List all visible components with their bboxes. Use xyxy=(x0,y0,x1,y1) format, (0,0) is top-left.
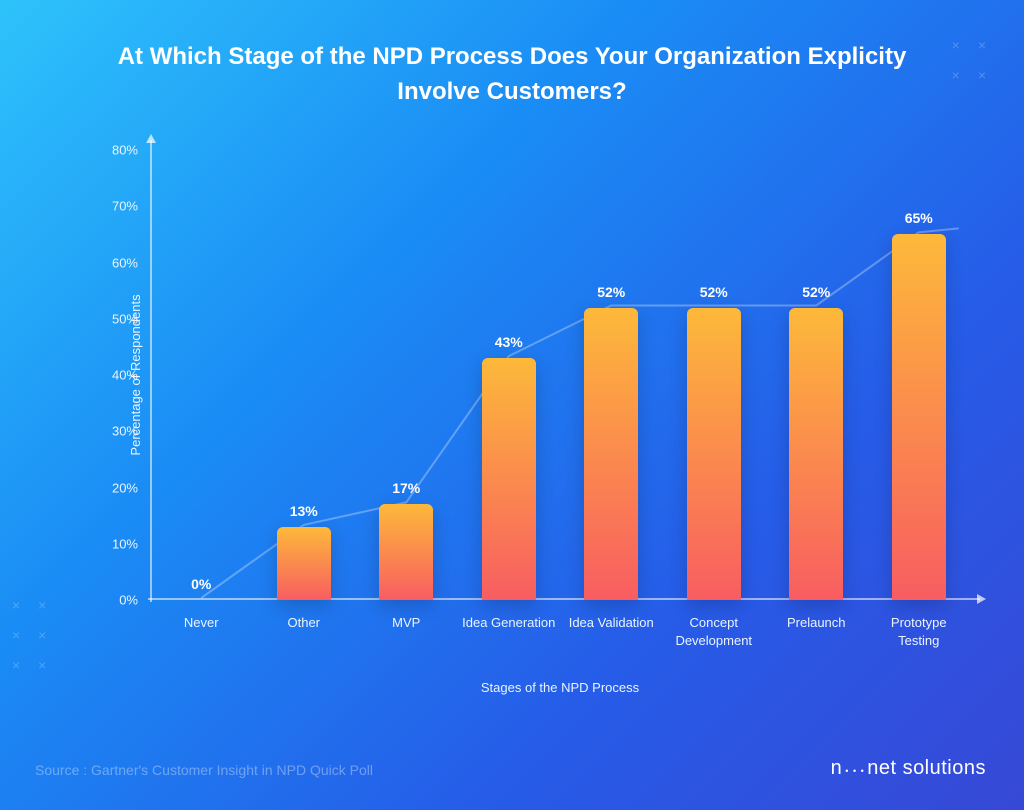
bar xyxy=(892,234,946,600)
bar-slot: 0%Never xyxy=(150,576,253,600)
bar-category-label: Idea Validation xyxy=(561,614,661,632)
bar-category-label: Concept Development xyxy=(664,614,764,649)
bar-slot: 17%MVP xyxy=(355,480,458,600)
bar-value-label: 13% xyxy=(290,503,318,519)
bar-category-label: Other xyxy=(254,614,354,632)
bar-value-label: 0% xyxy=(191,576,211,592)
brand-logo: n • • • net solutions xyxy=(831,757,986,780)
x-axis-arrow-icon xyxy=(977,594,986,604)
bar xyxy=(687,308,741,601)
logo-bullet-icon: • xyxy=(845,766,849,776)
source-text: Source : Gartner's Customer Insight in N… xyxy=(35,762,373,778)
bar-value-label: 43% xyxy=(495,334,523,350)
y-tick-label: 50% xyxy=(112,311,138,326)
bar-category-label: Prototype Testing xyxy=(869,614,969,649)
bar-slot: 52%Concept Development xyxy=(663,284,766,601)
y-tick-label: 60% xyxy=(112,255,138,270)
y-tick-label: 80% xyxy=(112,143,138,158)
bar-slot: 52%Prelaunch xyxy=(765,284,868,601)
y-axis-arrow-icon xyxy=(146,134,156,143)
bar xyxy=(584,308,638,601)
bar xyxy=(789,308,843,601)
bar-value-label: 52% xyxy=(802,284,830,300)
logo-word-net: net xyxy=(867,757,896,780)
bar-slot: 52%Idea Validation xyxy=(560,284,663,601)
bar-category-label: Prelaunch xyxy=(766,614,866,632)
chart-title: At Which Stage of the NPD Process Does Y… xyxy=(0,40,1024,110)
bar-value-label: 17% xyxy=(392,480,420,496)
logo-bullet-icon: • xyxy=(861,766,865,776)
bar-category-label: Idea Generation xyxy=(459,614,559,632)
y-tick-label: 40% xyxy=(112,368,138,383)
bar xyxy=(482,358,536,600)
bar-value-label: 52% xyxy=(700,284,728,300)
bar-slot: 13%Other xyxy=(253,503,356,600)
bar-chart: Percentage of Respondents Stages of the … xyxy=(150,150,970,600)
logo-mark: n xyxy=(831,757,843,780)
logo-bullet-icon: • xyxy=(853,766,857,776)
bar-slot: 65%Prototype Testing xyxy=(868,210,971,600)
bar-category-label: MVP xyxy=(356,614,456,632)
logo-word-solutions: solutions xyxy=(903,757,986,780)
y-tick-label: 70% xyxy=(112,199,138,214)
bar-value-label: 52% xyxy=(597,284,625,300)
y-tick-label: 30% xyxy=(112,424,138,439)
y-tick-label: 20% xyxy=(112,480,138,495)
x-axis-title: Stages of the NPD Process xyxy=(150,680,970,695)
bar-category-label: Never xyxy=(151,614,251,632)
bar xyxy=(277,527,331,600)
bar xyxy=(379,504,433,600)
y-tick-label: 0% xyxy=(119,593,138,608)
y-tick-label: 10% xyxy=(112,536,138,551)
bars-group: 0%Never13%Other17%MVP43%Idea Generation5… xyxy=(150,150,970,600)
bar-slot: 43%Idea Generation xyxy=(458,334,561,600)
bar-value-label: 65% xyxy=(905,210,933,226)
